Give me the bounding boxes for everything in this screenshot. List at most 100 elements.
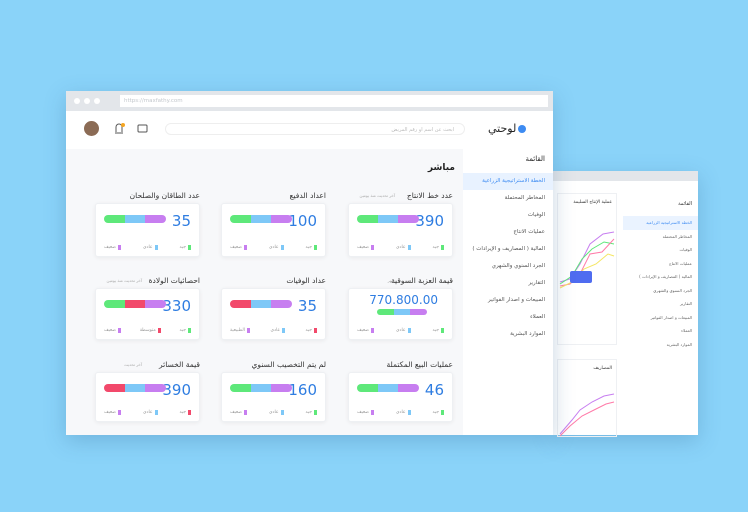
- chart2-lines: [559, 393, 615, 436]
- card-legend: جيد عادي ضعيف: [230, 245, 317, 250]
- card-title: عداد الوفيات: [286, 276, 326, 285]
- chart-card: عملية الإنتاج السليمة: [557, 193, 617, 345]
- chart-lines: [559, 231, 615, 289]
- menu-item[interactable]: المبيعات و اصدار الفواتير: [488, 297, 545, 303]
- back-menu-item[interactable]: الخطة الاستراتيجية الزراعية: [623, 216, 698, 230]
- card-title: عدد خط الانتاج: [406, 191, 453, 200]
- legend-item: جيد: [305, 328, 317, 333]
- menu-item[interactable]: الجرد السنوي والشهري: [491, 263, 545, 269]
- segment-bar: [230, 384, 292, 392]
- sidebar: القائمة الخطة الاستراتيجية الزراعية المخا…: [463, 149, 553, 435]
- legend-item: عادي: [396, 410, 411, 415]
- legend-item: عادي: [396, 328, 411, 333]
- chart2-card: المصاريف: [557, 359, 617, 437]
- legend-item: عادي: [396, 245, 411, 250]
- card-title: اعداد الدفيع: [289, 191, 326, 200]
- legend-item: جيد: [432, 328, 444, 333]
- legend-item: ضعيف: [230, 245, 248, 250]
- menu: الخطة الاستراتيجية الزراعية المخاطر المحت…: [463, 173, 553, 343]
- back-menu-item[interactable]: الموارد البشرية: [666, 341, 692, 347]
- stat-card: 770.800.00 جيد عادي ضعيف: [348, 288, 453, 340]
- segment-bar: [377, 309, 427, 315]
- card-title: قيمة العزبة السوقية: [390, 276, 453, 285]
- menu-item[interactable]: الوفيات: [527, 212, 545, 218]
- back-sidebar-title: القائمة: [678, 201, 692, 207]
- stat-card: 390 جيد عادي ضعيف: [348, 203, 453, 257]
- card-value: 390: [415, 212, 444, 230]
- legend-item: ضعيف: [230, 410, 248, 415]
- menu-item[interactable]: التقارير: [528, 280, 545, 286]
- card-value: 35: [171, 212, 191, 230]
- menu-item[interactable]: المالية ( المصاريف و الإيرادات ): [472, 246, 545, 252]
- back-window: عملية الإنتاج السليمة المصاريف القائمة ا…: [553, 171, 698, 437]
- menu-item[interactable]: الموارد البشرية: [510, 331, 545, 337]
- stat-card: 35 جيد عادي ضعيف: [95, 203, 200, 257]
- back-menu-item[interactable]: التقارير: [679, 301, 692, 306]
- card-legend: جيد عادي ضعيف: [357, 245, 444, 250]
- segment-bar: [104, 215, 166, 223]
- main-window: https://maxfathy.com ابحث عن اسم او رقم …: [66, 91, 553, 435]
- legend-item: ضعيف: [104, 410, 122, 415]
- back-menu-item[interactable]: الوفيات: [679, 247, 693, 252]
- legend-item: جيد: [179, 328, 191, 333]
- segment-bar: [230, 300, 292, 308]
- legend-item: ضعيف: [357, 328, 375, 333]
- card-title: عمليات البيع المكتملة: [386, 360, 453, 369]
- card-note: شهر: [387, 278, 395, 283]
- card-value: 46: [424, 381, 444, 399]
- content-heading: مباشر: [427, 163, 455, 173]
- back-window-bar: [553, 171, 698, 181]
- stat-card: 35 جيد عادي الطبيعية: [221, 288, 326, 340]
- browser-bar: https://maxfathy.com: [66, 91, 553, 111]
- back-menu-item[interactable]: المالية ( المصاريف و الإيرادات ): [639, 274, 692, 279]
- legend-item: جيد: [432, 410, 444, 415]
- card-legend: جيد عادي ضعيف: [357, 410, 444, 415]
- card-note: آخر تحديث منذ يومين: [106, 278, 142, 283]
- stat-card: 330 جيد متوسطة ضعيف: [95, 288, 200, 340]
- card-note: آخر تحديث منذ يومين: [359, 193, 395, 198]
- legend-item: جيد: [179, 245, 191, 250]
- chart-title: عملية الإنتاج السليمة: [573, 200, 612, 205]
- avatar[interactable]: [84, 121, 99, 136]
- card-title: قيمة الخسائر: [158, 360, 200, 369]
- segment-bar: [104, 384, 166, 392]
- url-bar[interactable]: https://maxfathy.com: [120, 95, 548, 107]
- menu-item[interactable]: العملاء: [530, 314, 545, 320]
- segment-bar: [357, 215, 419, 223]
- legend-item: ضعيف: [357, 245, 375, 250]
- card-title: احصائيات الولادة: [148, 276, 200, 285]
- card-legend: جيد عادي ضعيف: [357, 328, 444, 333]
- back-menu-item[interactable]: المخاطر المحتملة: [662, 233, 692, 239]
- menu-item[interactable]: المخاطر المحتملة: [504, 195, 545, 201]
- menu-item[interactable]: عمليات الانتاج: [513, 229, 545, 235]
- card-value: 390: [162, 381, 191, 399]
- stat-card: 46 جيد عادي ضعيف: [348, 372, 453, 422]
- header-icons: [115, 123, 148, 134]
- stat-card: 100 جيد عادي ضعيف: [221, 203, 326, 257]
- segment-bar: [357, 384, 419, 392]
- legend-item: عادي: [143, 245, 158, 250]
- legend-item: الطبيعية: [230, 328, 250, 333]
- card-legend: جيد متوسطة ضعيف: [104, 328, 191, 333]
- legend-item: عادي: [269, 245, 284, 250]
- segment-bar: [230, 215, 292, 223]
- card-value: 100: [288, 212, 317, 230]
- legend-item: ضعيف: [104, 328, 122, 333]
- card-legend: جيد عادي الطبيعية: [230, 328, 317, 333]
- legend-item: ضعيف: [104, 245, 122, 250]
- back-menu-item[interactable]: العملاء: [681, 328, 692, 333]
- back-menu: الخطة الاستراتيجية الزراعية المخاطر المحت…: [623, 216, 698, 351]
- back-menu-item[interactable]: عمليات الانتاج: [669, 260, 692, 266]
- legend-item: جيد: [305, 245, 317, 250]
- back-menu-item[interactable]: الجرد السنوي والشهري: [653, 287, 692, 293]
- card-value: 330: [162, 297, 191, 315]
- card-legend: جيد عادي ضعيف: [230, 410, 317, 415]
- menu-item[interactable]: الخطة الاستراتيجية الزراعية: [463, 173, 553, 190]
- card-value: 770.800.00: [369, 293, 438, 307]
- search-box[interactable]: ابحث عن اسم او رقم المريض: [165, 123, 465, 135]
- back-menu-item[interactable]: المبيعات و اصدار الفواتير: [650, 314, 692, 320]
- sidebar-title: القائمة: [525, 155, 546, 163]
- legend-item: جيد: [179, 410, 191, 415]
- card-title: لم يتم التخصيب السنوي: [251, 360, 326, 369]
